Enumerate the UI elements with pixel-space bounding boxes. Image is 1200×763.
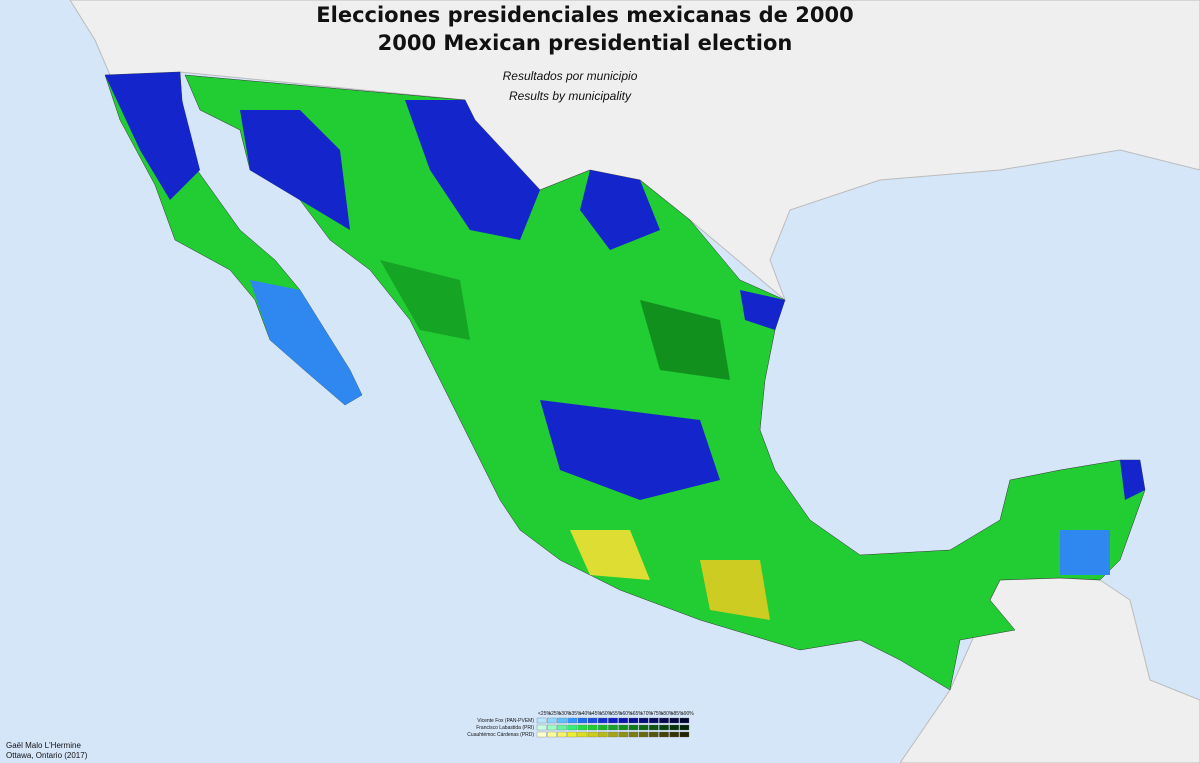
legend-scale-label: >80% [660, 711, 673, 717]
legend-scale-label: >40% [579, 711, 592, 717]
region-prd [700, 560, 770, 620]
legend-swatch [679, 724, 690, 731]
title: 2000 Mexican presidential election [378, 31, 793, 55]
legend-swatch [577, 724, 588, 731]
legend-swatch [557, 717, 567, 724]
legend-scale-label: >30% [558, 711, 571, 717]
legend-swatch [649, 717, 659, 724]
legend-scale-label: >55% [609, 711, 622, 717]
legend-scale-label: >45% [589, 711, 602, 717]
region-pan [105, 72, 200, 200]
legend-scale-label: >25% [548, 711, 561, 717]
legend-swatch [547, 724, 557, 731]
legend-swatch [598, 717, 608, 724]
legend-label: Francisco Labastida (PRI) [476, 725, 534, 731]
legend-scale-label: <25% [538, 711, 551, 717]
legend-swatch [669, 724, 679, 731]
legend-label: Vicente Fox (PAN-PVEM) [477, 718, 534, 724]
legend-swatch [547, 731, 557, 738]
region-pan [240, 110, 350, 230]
legend-swatch [587, 724, 598, 731]
legend-label: Cuauhtémoc Cárdenas (PRD) [467, 732, 534, 738]
legend-swatch [587, 731, 598, 738]
legend-swatch [608, 724, 618, 731]
legend-swatch [638, 731, 649, 738]
legend-swatch [669, 731, 679, 738]
legend-swatch [618, 731, 628, 738]
legend-swatch [638, 724, 649, 731]
legend-scale-label: >35% [569, 711, 582, 717]
title: Elecciones presidenciales mexicanas de 2… [316, 3, 853, 27]
subtitle: Results by municipality [509, 89, 632, 103]
legend-swatch [659, 731, 669, 738]
legend-swatch [679, 731, 690, 738]
legend-swatch [608, 717, 618, 724]
legend-swatch [567, 731, 577, 738]
legend: <25%>25%>30%>35%>40%>45%>50%>55%>60%>65%… [467, 711, 694, 738]
legend-swatch [547, 717, 557, 724]
legend-swatch [587, 717, 598, 724]
region-pan [1060, 530, 1110, 575]
legend-scale-label: >90% [681, 711, 694, 717]
legend-scale-label: >60% [620, 711, 633, 717]
region-pan [580, 170, 660, 250]
legend-swatch [536, 731, 547, 738]
legend-swatch [567, 717, 577, 724]
legend-swatch [628, 717, 639, 724]
region-pri [640, 300, 730, 380]
legend-swatch [649, 731, 659, 738]
legend-swatch [618, 724, 628, 731]
subtitle: Resultados por municipio [503, 69, 638, 83]
legend-swatch [628, 724, 639, 731]
legend-scale-label: >50% [599, 711, 612, 717]
region-pan [405, 100, 540, 240]
legend-swatch [649, 724, 659, 731]
legend-scale-label: >70% [640, 711, 653, 717]
legend-scale-label: >65% [630, 711, 643, 717]
region-pan [540, 400, 720, 500]
legend-swatch [557, 724, 567, 731]
legend-swatch [659, 724, 669, 731]
region-pan [740, 290, 785, 330]
mainland-mexico [184, 74, 1146, 691]
legend-swatch [659, 717, 669, 724]
legend-swatch [577, 731, 588, 738]
credit: Gaël Malo L'Hermine [6, 741, 81, 750]
legend-swatch [577, 717, 588, 724]
legend-swatch [628, 731, 639, 738]
legend-swatch [638, 717, 649, 724]
region-pan [1120, 460, 1145, 500]
region-pan [250, 280, 362, 405]
region-pri [380, 260, 470, 340]
region-prd [570, 530, 650, 580]
legend-swatch [608, 731, 618, 738]
legend-swatch [567, 724, 577, 731]
legend-swatch [557, 731, 567, 738]
legend-swatch [618, 717, 628, 724]
legend-scale-label: >75% [650, 711, 663, 717]
legend-swatch [598, 731, 608, 738]
legend-swatch [536, 724, 547, 731]
credit: Ottawa, Ontario (2017) [6, 751, 88, 760]
legend-swatch [679, 717, 690, 724]
legend-swatch [598, 724, 608, 731]
legend-swatch [669, 717, 679, 724]
legend-swatch [536, 717, 547, 724]
legend-scale-label: >85% [671, 711, 684, 717]
